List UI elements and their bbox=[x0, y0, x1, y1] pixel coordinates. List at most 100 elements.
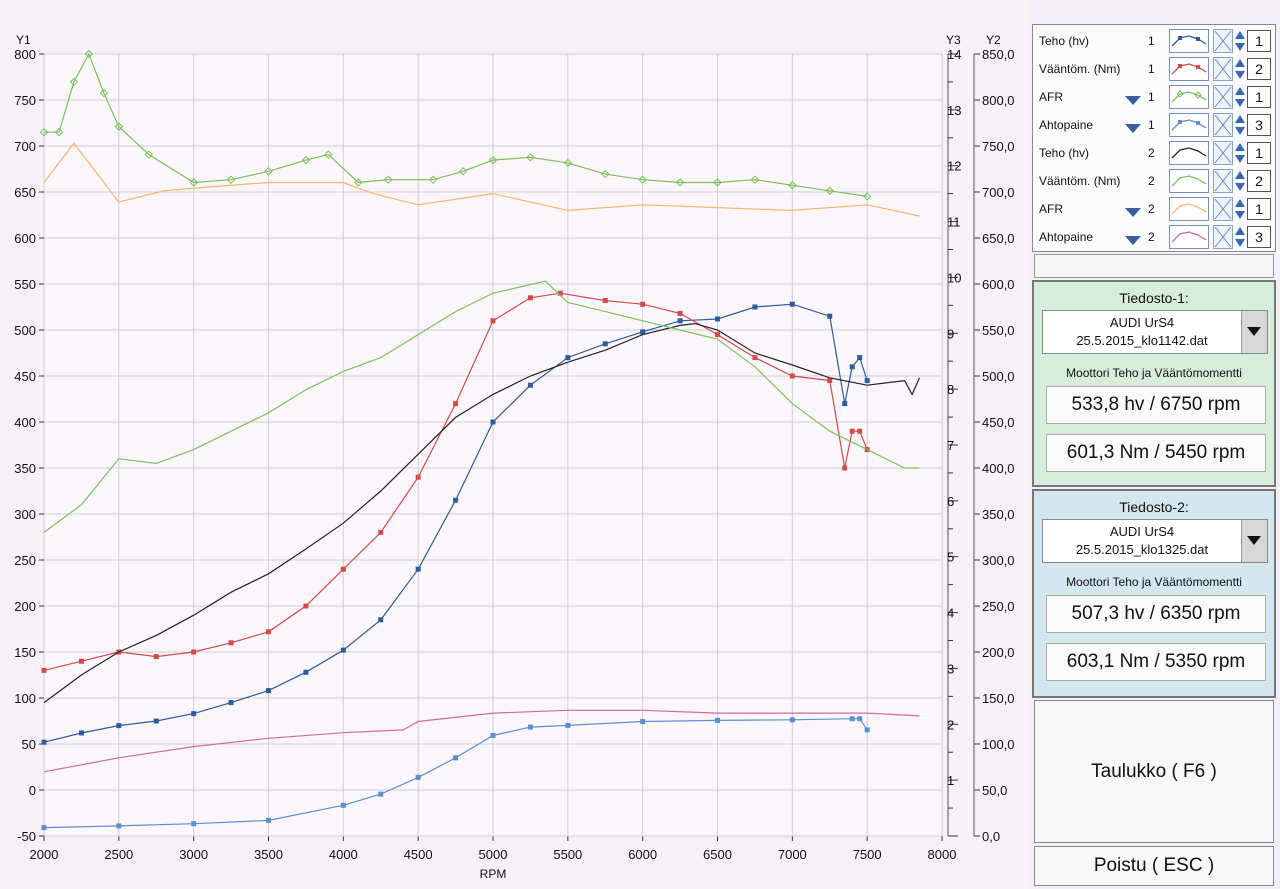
y2-tick-label: 450,0 bbox=[982, 415, 1015, 430]
file1-subtitle: Moottori Teho ja Vääntömomentti bbox=[1066, 366, 1242, 380]
file2-torque-value: 603,1 Nm / 5350 rpm bbox=[1046, 643, 1266, 681]
y1-tick-label: 500 bbox=[14, 323, 36, 338]
legend-axis-selector[interactable]: 2 bbox=[1247, 170, 1271, 192]
spinner-arrows-icon[interactable] bbox=[1235, 169, 1245, 193]
y2-tick-label: 350,0 bbox=[982, 507, 1015, 522]
data-point bbox=[228, 640, 234, 646]
y3-tick-label: 9 bbox=[947, 326, 954, 341]
data-point bbox=[378, 617, 384, 623]
data-point bbox=[458, 167, 468, 176]
spinner-arrows-icon[interactable] bbox=[1235, 225, 1245, 249]
legend-axis-selector[interactable]: 1 bbox=[1247, 198, 1271, 220]
legend-axis-selector[interactable]: 1 bbox=[1247, 86, 1271, 108]
x-tick-label: 2000 bbox=[30, 847, 59, 862]
close-icon[interactable] bbox=[1213, 29, 1233, 53]
spinner-arrows-icon[interactable] bbox=[1235, 57, 1245, 81]
y2-tick-label: 150,0 bbox=[982, 691, 1015, 706]
data-point bbox=[226, 175, 236, 184]
data-point bbox=[378, 529, 384, 535]
x-tick-label: 5500 bbox=[553, 847, 582, 862]
legend-row: Vääntöm. (Nm) 2 2 bbox=[1033, 167, 1277, 195]
legend: Teho (hv) 1 1 Vääntöm. (Nm) 1 2 AFR 1 1 Ahtopaine… bbox=[1032, 24, 1276, 252]
y1-tick-label: 650 bbox=[14, 185, 36, 200]
file1-select[interactable]: AUDI UrS4 25.5.2015_klo1142.dat bbox=[1042, 310, 1268, 354]
y2-axis-title: Y2 bbox=[986, 33, 1001, 47]
data-point bbox=[144, 150, 153, 159]
y1-tick-label: 200 bbox=[14, 599, 36, 614]
y1-tick-label: 600 bbox=[14, 231, 36, 246]
file1-power-value: 533,8 hv / 6750 rpm bbox=[1046, 386, 1266, 424]
data-point bbox=[842, 465, 848, 471]
legend-file-number: 2 bbox=[1148, 146, 1155, 160]
y2-tick-label: 850,0 bbox=[982, 47, 1015, 62]
x-tick-label: 3000 bbox=[179, 847, 208, 862]
legend-axis-selector[interactable]: 1 bbox=[1247, 30, 1271, 52]
legend-line-swatch[interactable] bbox=[1169, 29, 1209, 53]
data-point bbox=[527, 295, 533, 301]
y1-tick-label: 300 bbox=[14, 507, 36, 522]
x-tick-label: 5000 bbox=[479, 847, 508, 862]
close-icon[interactable] bbox=[1213, 113, 1233, 137]
file1-torque-value: 601,3 Nm / 5450 rpm bbox=[1046, 434, 1266, 472]
data-point bbox=[527, 724, 533, 730]
data-point bbox=[153, 654, 159, 660]
legend-series-name: AFR bbox=[1039, 90, 1063, 104]
exit-button[interactable]: Poistu ( ESC ) bbox=[1034, 846, 1274, 886]
triangle-down-icon[interactable] bbox=[1125, 96, 1141, 105]
legend-axis-selector[interactable]: 1 bbox=[1247, 142, 1271, 164]
legend-line-swatch[interactable] bbox=[1169, 225, 1209, 249]
spinner-arrows-icon[interactable] bbox=[1235, 85, 1245, 109]
x-tick-label: 6500 bbox=[703, 847, 732, 862]
legend-line-swatch[interactable] bbox=[1169, 141, 1209, 165]
file1-dropdown-button[interactable] bbox=[1241, 311, 1267, 353]
close-icon[interactable] bbox=[1213, 141, 1233, 165]
x-tick-label: 7500 bbox=[853, 847, 882, 862]
table-button[interactable]: Taulukko ( F6 ) bbox=[1034, 700, 1274, 843]
close-icon[interactable] bbox=[1213, 197, 1233, 221]
data-point bbox=[849, 364, 855, 370]
legend-line-swatch[interactable] bbox=[1169, 85, 1209, 109]
close-icon[interactable] bbox=[1213, 57, 1233, 81]
close-icon[interactable] bbox=[1213, 169, 1233, 193]
series-line-teho-hv--file2 bbox=[43, 322, 921, 704]
legend-series-name: AFR bbox=[1039, 202, 1063, 216]
triangle-down-icon[interactable] bbox=[1125, 208, 1141, 217]
triangle-down-icon[interactable] bbox=[1125, 124, 1141, 133]
file2-dropdown-button[interactable] bbox=[1241, 520, 1267, 562]
spinner-arrows-icon[interactable] bbox=[1235, 113, 1245, 137]
data-point bbox=[842, 401, 848, 407]
file2-select[interactable]: AUDI UrS4 25.5.2015_klo1325.dat bbox=[1042, 519, 1268, 563]
y1-tick-label: -50 bbox=[17, 829, 36, 844]
legend-file-number: 1 bbox=[1148, 62, 1155, 76]
spinner-arrows-icon[interactable] bbox=[1235, 197, 1245, 221]
legend-axis-selector[interactable]: 3 bbox=[1247, 226, 1271, 248]
file1-title: Tiedosto-1: bbox=[1119, 290, 1189, 306]
data-point bbox=[153, 718, 159, 724]
legend-line-swatch[interactable] bbox=[1169, 169, 1209, 193]
data-point bbox=[340, 802, 346, 808]
legend-line-swatch[interactable] bbox=[1169, 113, 1209, 137]
legend-line-swatch[interactable] bbox=[1169, 57, 1209, 81]
data-point bbox=[191, 711, 197, 717]
legend-axis-selector[interactable]: 3 bbox=[1247, 114, 1271, 136]
spinner-arrows-icon[interactable] bbox=[1235, 29, 1245, 53]
triangle-down-icon[interactable] bbox=[1125, 236, 1141, 245]
legend-line-swatch[interactable] bbox=[1169, 197, 1209, 221]
close-icon[interactable] bbox=[1213, 225, 1233, 249]
data-point bbox=[825, 186, 834, 196]
data-point bbox=[601, 169, 610, 179]
spinner-arrows-icon[interactable] bbox=[1235, 141, 1245, 165]
data-point bbox=[264, 167, 273, 176]
close-icon[interactable] bbox=[1213, 85, 1233, 109]
dyno-chart: 2000 2500 3000 3500 4000 4500 5000 5500 6000 6500… bbox=[14, 33, 1015, 881]
data-point bbox=[266, 688, 271, 694]
legend-axis-selector[interactable]: 2 bbox=[1247, 58, 1271, 80]
side-panel: Teho (hv) 1 1 Vääntöm. (Nm) 1 2 AFR 1 1 Ahtopaine… bbox=[1032, 22, 1278, 887]
data-point bbox=[565, 722, 571, 728]
data-point bbox=[453, 755, 459, 761]
y2-tick-label: 600,0 bbox=[982, 277, 1015, 292]
data-point bbox=[490, 419, 496, 425]
y3-tick-label: 7 bbox=[947, 438, 954, 453]
y3-tick-label: 12 bbox=[947, 159, 961, 174]
legend-row: Ahtopaine 1 3 bbox=[1033, 111, 1277, 139]
